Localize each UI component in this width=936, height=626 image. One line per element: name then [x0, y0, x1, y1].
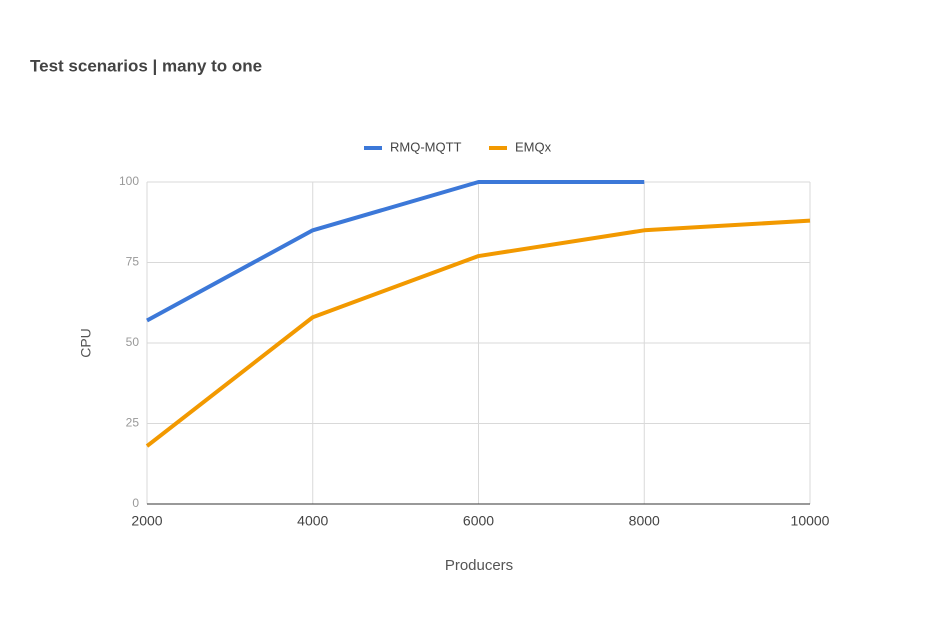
x-tick-label: 10000 [791, 513, 830, 529]
x-tick-label: 8000 [629, 513, 660, 529]
x-axis-label: Producers [445, 557, 513, 574]
legend-label: EMQx [515, 139, 552, 154]
chart-title: Test scenarios | many to one [30, 56, 262, 75]
series-line [146, 180, 645, 323]
x-tick-label: 2000 [131, 513, 162, 529]
y-tick-label: 0 [132, 496, 139, 510]
y-tick-label: 100 [119, 174, 139, 188]
y-tick-label: 50 [126, 335, 140, 349]
legend-label: RMQ-MQTT [390, 139, 462, 154]
y-tick-label: 25 [126, 416, 140, 430]
x-tick-label: 6000 [463, 513, 494, 529]
series-line [145, 218, 811, 448]
y-axis-label: CPU [78, 328, 94, 358]
x-tick-label: 4000 [297, 513, 328, 529]
y-tick-label: 75 [126, 255, 140, 269]
